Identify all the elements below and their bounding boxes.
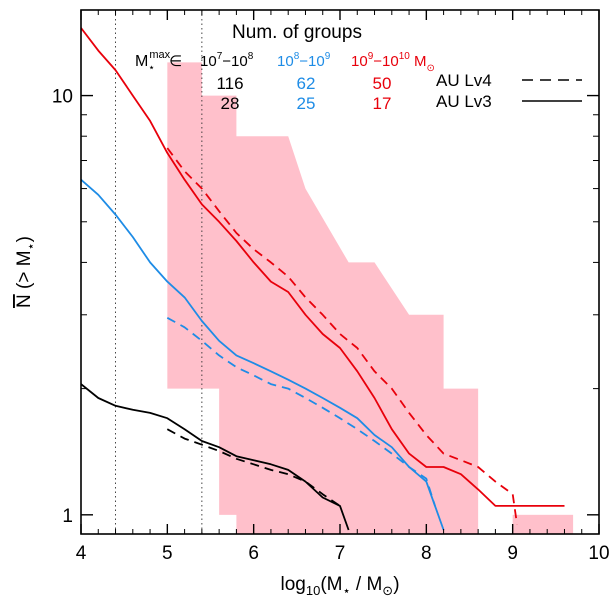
y-tick-label-0: 1 [62,506,73,527]
series-line-0 [81,27,565,507]
legend-title: Num. of groups [232,22,362,43]
x-tick-label-4: 8 [421,543,432,564]
x-tick-label-0: 4 [76,543,87,564]
scatter-band-tail [512,514,574,534]
x-tick-label-2: 6 [248,543,259,564]
series-line-2 [81,179,445,531]
x-axis-label: log10(M⋆ / M⊙) [280,574,399,598]
scatter-band [167,62,479,534]
x-tick-label-6: 10 [588,543,609,564]
legend-bin-red: 109−1010 M⊙ [351,51,435,74]
count-lv3-black: 28 [221,94,240,113]
series-line-5 [166,428,341,507]
count-lv3-red: 17 [373,94,392,113]
legend-bin-blue: 108−109 [277,51,331,70]
legend-label-lv3: AU Lv3 [436,92,492,111]
x-tick-label-3: 7 [335,543,346,564]
x-tick-label-1: 5 [162,543,173,564]
series-line-1 [166,147,518,525]
series-line-3 [166,317,436,507]
x-tick-label-5: 9 [507,543,518,564]
y-axis-label: N (> M⋆) [14,236,38,308]
y-tick-label-1: 10 [52,87,73,108]
legend-bin-black: 107−108 [200,51,254,70]
count-lv4-black: 116 [216,74,243,93]
legend-label-lv4: AU Lv4 [436,71,492,90]
count-lv4-blue: 62 [297,74,316,93]
count-lv4-red: 50 [373,74,392,93]
count-lv3-blue: 25 [297,94,316,113]
